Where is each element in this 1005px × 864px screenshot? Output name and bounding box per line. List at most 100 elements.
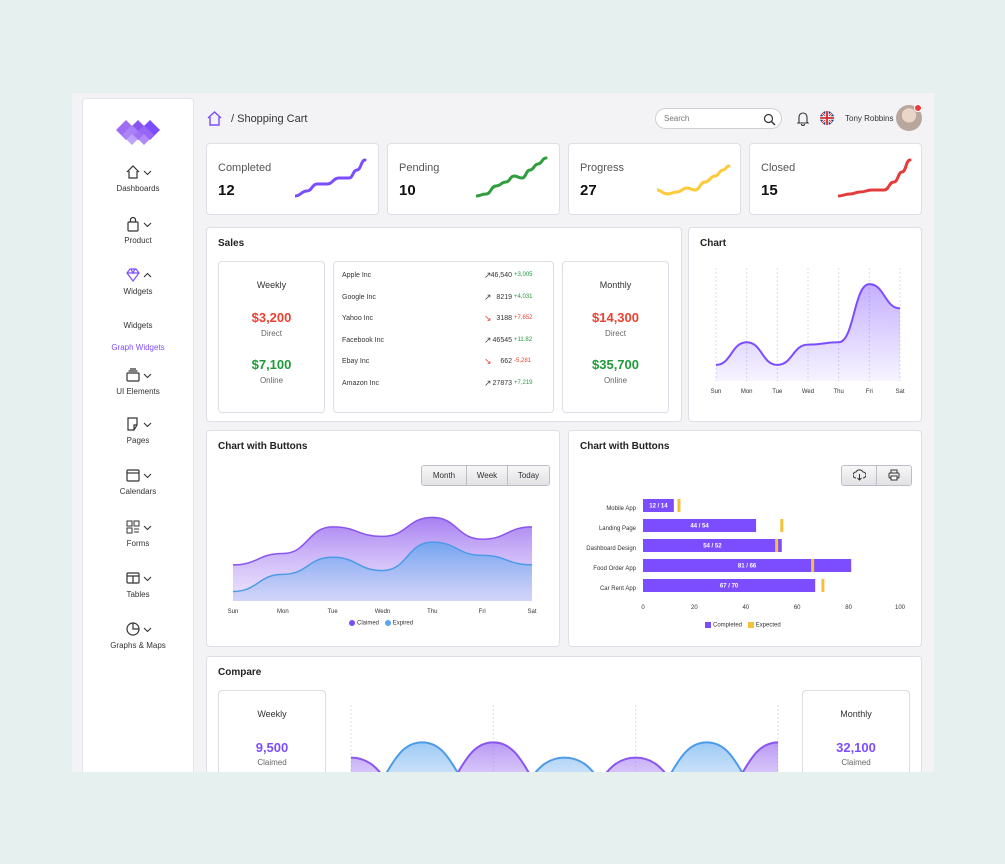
chevron-down-icon: [143, 473, 151, 478]
monthly-direct-label: Direct: [605, 329, 626, 338]
chart-with-buttons-area-card: Chart with Buttons Month Week Today Sun M…: [206, 430, 560, 647]
area-fill: [716, 284, 900, 381]
sidebar-item-forms[interactable]: Forms: [83, 519, 193, 548]
area-fill-expired: [233, 542, 532, 601]
x-tick-label: 80: [845, 605, 852, 611]
compare-area-line: [385, 741, 744, 772]
monthly-online-value: $35,700: [592, 357, 639, 372]
stock-name: Google Inc: [342, 293, 376, 301]
weekly-online-value: $7,100: [251, 357, 292, 372]
monthly-title: Monthly: [599, 280, 632, 290]
compare-weekly-value: 9,500: [255, 740, 289, 755]
stock-value: 27873: [492, 379, 512, 387]
compare-weekly-title: Weekly: [257, 709, 287, 719]
bar-completed: [643, 539, 782, 552]
layers-icon: [125, 368, 140, 382]
stat-card-pending: Pending 10: [387, 143, 560, 215]
stock-value: 46,540: [490, 272, 512, 279]
sales-title: Sales: [218, 238, 245, 249]
stock-list[interactable]: Apple Inc ↗ 46,540 +3,005 Google Inc ↗ 8219 +4,…: [333, 261, 554, 413]
month-button[interactable]: Month: [422, 466, 467, 485]
x-tick-label: Sun: [228, 609, 239, 615]
home-icon: [126, 165, 139, 179]
stat-title: Closed: [761, 162, 796, 174]
bar-label: 44 / 54: [690, 524, 709, 530]
search-icon[interactable]: [763, 113, 776, 126]
stock-name: Yahoo Inc: [342, 315, 374, 322]
chevron-down-icon: [143, 627, 151, 632]
sidebar-item-pages[interactable]: Pages: [83, 416, 193, 445]
uk-flag-icon[interactable]: [820, 111, 834, 125]
expired-legend-dot: [384, 620, 391, 626]
stock-row[interactable]: Ebay Inc ↘ 662 -5,281: [342, 356, 546, 372]
chevron-down-icon: [143, 525, 151, 530]
trend-up-icon: ↗: [484, 334, 492, 345]
home-icon[interactable]: [206, 110, 223, 127]
expired-legend-label: Expired: [392, 620, 414, 627]
area-line: [715, 283, 901, 366]
sidebar-item-graphs-maps[interactable]: Graphs & Maps: [83, 621, 193, 650]
bar-completed: [643, 519, 757, 532]
x-tick-label: 0: [641, 605, 645, 611]
forms-icon: [126, 520, 139, 534]
x-tick-label: Tue: [328, 609, 339, 615]
stock-change: +3,005: [514, 272, 533, 278]
bar-expected-marker: [775, 539, 779, 552]
bell-icon[interactable]: [796, 111, 810, 126]
bar-label: 54 / 52: [703, 544, 722, 550]
monthly-direct-value: $14,300: [592, 310, 639, 325]
stock-row[interactable]: Facebook Inc ↗ 46545 +11.82: [342, 334, 546, 351]
sidebar-item-calendars[interactable]: Calendars: [83, 467, 193, 496]
sidebar-item-tables[interactable]: Tables: [83, 570, 193, 599]
sidebar-item-label: Graphs & Maps: [110, 641, 166, 650]
sparkline: [295, 158, 367, 198]
download-button[interactable]: [842, 466, 877, 485]
compare-monthly-value: 32,100: [836, 740, 876, 755]
calendar-icon: [125, 469, 140, 482]
x-tick-label: 100: [895, 605, 906, 611]
table-icon: [125, 572, 140, 584]
stock-row[interactable]: Yahoo Inc ↘ 3188 +7,652: [342, 313, 546, 329]
sidebar-sub-item[interactable]: Widgets: [123, 321, 153, 330]
sidebar-item-product[interactable]: Product: [83, 216, 193, 245]
x-tick-label: Sat: [895, 389, 904, 395]
trend-up-icon: ↗: [484, 291, 492, 302]
stock-row[interactable]: Apple Inc ↗ 46,540 +3,005: [342, 270, 546, 286]
x-tick-label: Thu: [833, 389, 843, 395]
compare-weekly-box: Weekly 9,500 Claimed: [218, 690, 326, 772]
today-button[interactable]: Today: [508, 466, 549, 485]
stock-row[interactable]: Google Inc ↗ 8219 +4,031: [342, 291, 546, 308]
weekly-direct-value: $3,200: [251, 310, 292, 325]
x-tick-label: Sat: [527, 609, 536, 615]
print-button[interactable]: [877, 466, 911, 485]
sidebar-item-dashboards[interactable]: Dashboards: [83, 164, 193, 193]
sparkline-path: [838, 158, 912, 198]
x-tick-label: Mon: [741, 389, 753, 395]
trend-up-icon: ↗: [484, 270, 492, 280]
sidebar-item-widgets[interactable]: Widgets: [83, 267, 193, 296]
stock-value: 46545: [492, 336, 512, 344]
compare-card: Compare Weekly 9,500 Claimed Monthly 32,…: [206, 656, 922, 772]
bar-label: 81 / 66: [738, 564, 757, 570]
search-input[interactable]: [664, 114, 754, 123]
period-buttons: Month Week Today: [421, 465, 550, 486]
sidebar-item-ui-elements[interactable]: UI Elements: [83, 367, 193, 396]
stock-change: +7,652: [514, 315, 533, 321]
stock-row[interactable]: Amazon Inc ↗ 27873 +7,219: [342, 378, 546, 394]
compare-monthly-label: Claimed: [841, 758, 871, 767]
bar-completed: [643, 499, 674, 512]
weekly-online-label: Online: [259, 376, 284, 385]
sidebar-sub-item[interactable]: Graph Widgets: [111, 343, 165, 352]
bar-completed: [643, 559, 852, 572]
search-box[interactable]: [655, 108, 782, 129]
cloud-download-icon: [852, 468, 866, 481]
weekly-direct-label: Direct: [261, 329, 282, 338]
monthly-online-label: Online: [603, 376, 628, 385]
completed-legend-label: Completed: [713, 622, 743, 629]
bar-label: 12 / 14: [649, 504, 668, 510]
stock-name: Facebook Inc: [342, 336, 385, 344]
user-name[interactable]: Tony Robbins: [845, 114, 894, 123]
compare-monthly-title: Monthly: [840, 709, 872, 719]
week-button[interactable]: Week: [467, 466, 508, 485]
bar-completed: [643, 579, 816, 592]
